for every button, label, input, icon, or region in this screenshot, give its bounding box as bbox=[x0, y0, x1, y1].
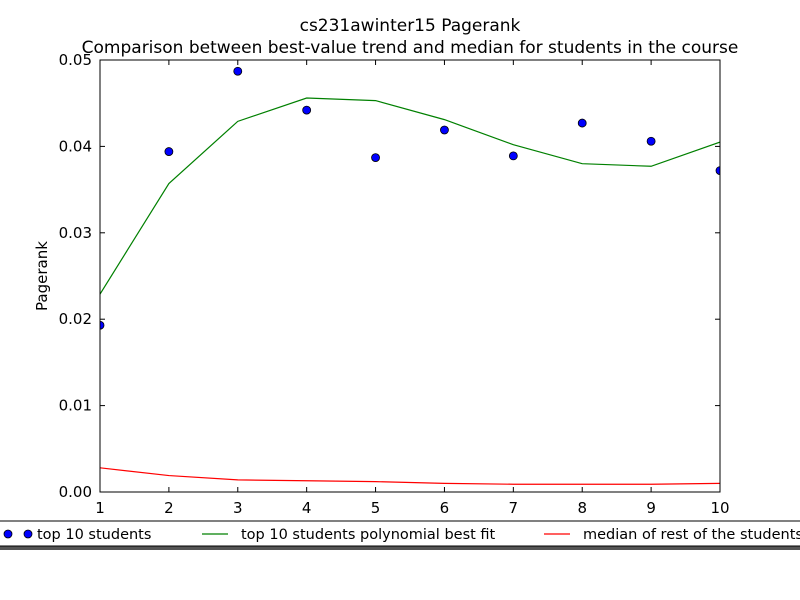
series-line-1 bbox=[100, 97, 720, 295]
y-tick-label: 0.05 bbox=[59, 51, 92, 69]
y-tick-label: 0.02 bbox=[59, 310, 92, 328]
data-point bbox=[646, 136, 656, 146]
x-tick-label: 3 bbox=[233, 499, 243, 517]
data-point bbox=[302, 105, 312, 115]
legend-label: top 10 students bbox=[37, 527, 151, 543]
x-tick-label: 7 bbox=[509, 499, 519, 517]
y-axis-label: Pagerank bbox=[33, 241, 51, 311]
data-point bbox=[233, 66, 243, 76]
x-tick-label: 1 bbox=[95, 499, 105, 517]
legend-marker bbox=[3, 529, 13, 539]
legend-entries: top 10 students top 10 students polynomia… bbox=[3, 527, 800, 543]
chart-title: cs231awinter15 Pagerank bbox=[300, 16, 521, 36]
x-tick-label: 10 bbox=[710, 499, 729, 517]
y-tick-label: 0.03 bbox=[59, 224, 92, 242]
x-tick-label: 5 bbox=[371, 499, 381, 517]
x-tick-label: 8 bbox=[577, 499, 587, 517]
chart-subtitle: Comparison between best-value trend and … bbox=[82, 38, 739, 58]
plot-frame bbox=[99, 59, 721, 493]
legend-marker bbox=[23, 529, 33, 539]
x-tick-label: 6 bbox=[440, 499, 450, 517]
x-tick-label: 2 bbox=[164, 499, 174, 517]
y-tick-label: 0.01 bbox=[59, 397, 92, 415]
legend: top 10 students top 10 students polynomia… bbox=[0, 520, 800, 550]
data-point bbox=[508, 151, 518, 161]
data-point bbox=[371, 153, 380, 163]
y-tick-label: 0.04 bbox=[59, 137, 92, 155]
series-line-2 bbox=[100, 467, 720, 485]
data-point bbox=[164, 147, 174, 156]
legend-label: top 10 students polynomial best fit bbox=[241, 527, 496, 543]
x-tick-label: 4 bbox=[302, 499, 312, 517]
y-tick-label: 0.00 bbox=[59, 483, 92, 501]
data-point bbox=[577, 118, 587, 128]
legend-box bbox=[0, 520, 800, 547]
plot-content bbox=[100, 66, 720, 485]
data-point bbox=[715, 166, 720, 175]
axes-layer: 1 2 3 4 5 6 7 8 9 10 0.00 0.01 0.02 0.03 0.04 0.05 bbox=[59, 51, 730, 517]
data-point bbox=[440, 125, 449, 135]
legend-label: median of rest of the students bbox=[583, 527, 800, 543]
x-tick-label: 9 bbox=[646, 499, 656, 517]
data-point bbox=[100, 320, 105, 330]
